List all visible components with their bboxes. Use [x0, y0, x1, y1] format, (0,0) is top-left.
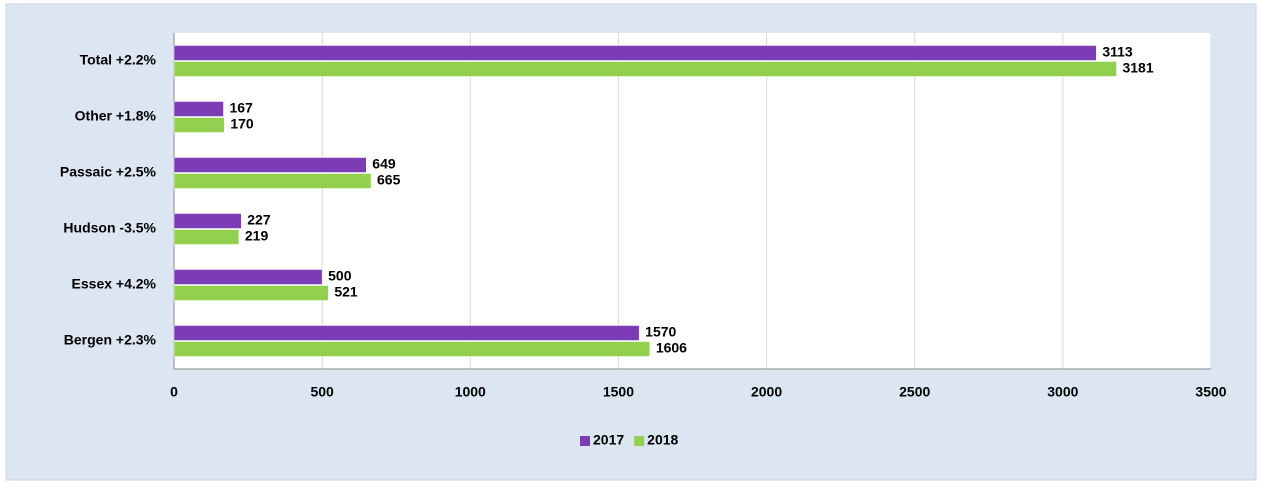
y-tick-label: Other +1.8%	[75, 108, 157, 124]
bar	[173, 285, 329, 301]
y-tick-label: Hudson -3.5%	[63, 220, 156, 236]
x-tick-label: 1000	[455, 384, 486, 400]
data-label: 3113	[1102, 44, 1133, 60]
bar	[173, 117, 225, 133]
data-label: 219	[245, 228, 269, 244]
data-label: 649	[372, 156, 396, 172]
x-tick-label: 1500	[603, 384, 634, 400]
data-label: 521	[334, 284, 358, 300]
y-tick-label: Essex +4.2%	[72, 276, 157, 292]
bar	[173, 173, 372, 189]
data-label: 1606	[656, 340, 687, 356]
x-tick-label: 2500	[899, 384, 930, 400]
plot-area	[174, 33, 1211, 369]
bar	[173, 45, 1097, 61]
bar	[173, 157, 367, 173]
bar	[173, 101, 224, 117]
data-label: 3181	[1122, 60, 1153, 76]
data-label: 227	[247, 212, 271, 228]
x-tick-label: 3500	[1195, 384, 1226, 400]
data-label: 665	[377, 172, 401, 188]
legend-swatch	[580, 436, 590, 446]
x-tick-label: 500	[310, 384, 334, 400]
y-tick-label: Bergen +2.3%	[64, 332, 157, 348]
bar	[173, 325, 640, 341]
bar	[173, 341, 651, 357]
x-tick-label: 2000	[751, 384, 782, 400]
y-tick-label: Passaic +2.5%	[60, 164, 157, 180]
x-tick-label: 3000	[1047, 384, 1078, 400]
bar	[173, 269, 323, 285]
data-label: 500	[328, 268, 352, 284]
x-tick-label: 0	[170, 384, 178, 400]
bar	[173, 213, 242, 229]
legend-label: 2017	[593, 432, 624, 448]
bar	[173, 229, 240, 245]
y-tick-label: Total +2.2%	[80, 52, 157, 68]
legend-swatch	[634, 436, 645, 446]
bar	[173, 61, 1117, 77]
data-label: 1570	[645, 324, 676, 340]
legend-label: 2018	[647, 432, 678, 448]
data-label: 170	[230, 116, 254, 132]
data-label: 167	[229, 100, 253, 116]
